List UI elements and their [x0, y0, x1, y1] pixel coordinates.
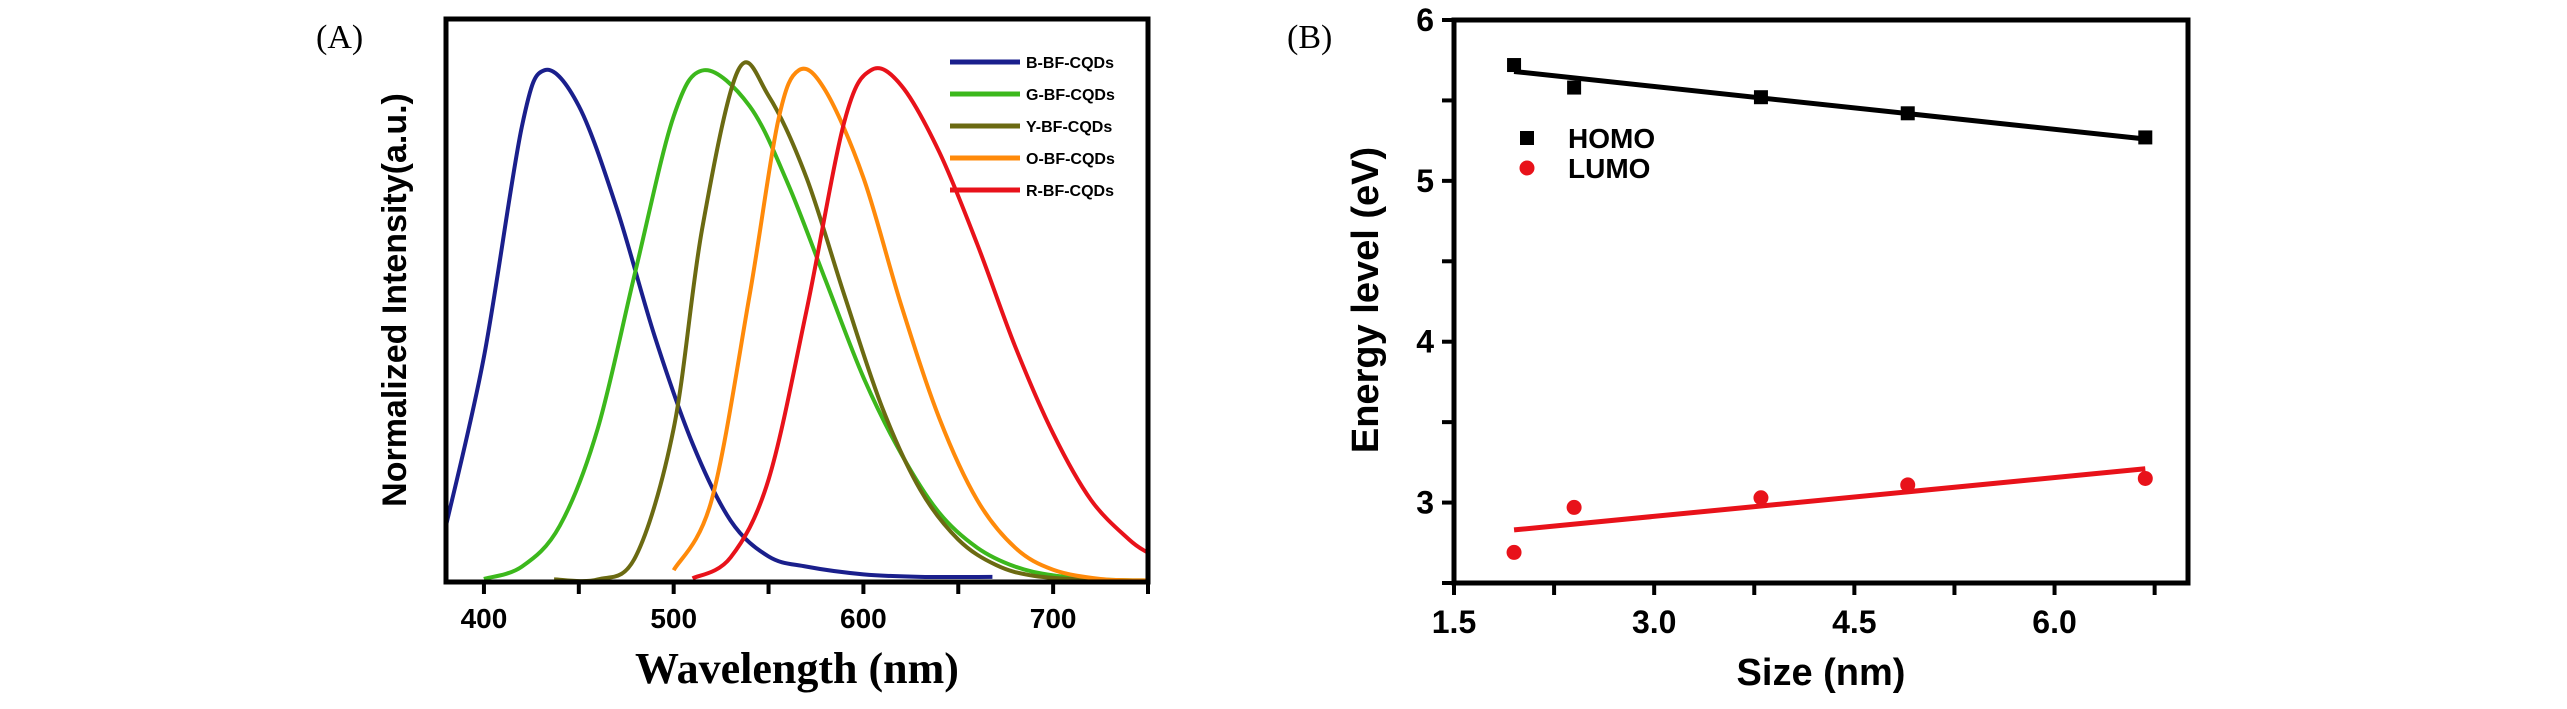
y-tick-label: 5	[1416, 163, 1434, 199]
legend-label: B-BF-CQDs	[1026, 55, 1114, 72]
data-point-lumo	[1506, 544, 1522, 560]
data-point-lumo	[1753, 490, 1769, 506]
legend-item-g-bf-cqds: G-BF-CQDs	[950, 87, 1115, 104]
y-tick-label: 3	[1416, 485, 1434, 521]
panel-a-x-axis-label: Wavelength (nm)	[635, 644, 959, 693]
panel-b-plot-frame	[1451, 17, 2191, 586]
panel-a-spectra-chart: (A) 400 500 600 700 B-BF-CQDs G-BF-CQDs Y-BF-…	[316, 16, 1151, 693]
panel-a-y-axis-label: Normalized Intensity(a.u.)	[376, 93, 414, 507]
legend-item-o-bf-cqds: O-BF-CQDs	[950, 151, 1115, 168]
series-line-r-bf-cqds	[691, 66, 1150, 581]
legend-label: O-BF-CQDs	[1026, 151, 1115, 168]
panel-a-legend: B-BF-CQDs G-BF-CQDs Y-BF-CQDs O-BF-CQDs R-BF…	[950, 55, 1115, 200]
data-point-homo	[1900, 106, 1915, 121]
data-point-homo	[1753, 90, 1768, 105]
legend-label: HOMO	[1568, 123, 1655, 154]
legend-label: G-BF-CQDs	[1026, 87, 1115, 104]
y-tick-label: 6	[1416, 2, 1434, 38]
panel-a-series-lines	[444, 60, 1150, 584]
panel-b-ticks: 1.5 3.0 4.5 6.0 3 4 5 6	[1416, 2, 2157, 640]
panel-b-x-axis-label: Size (nm)	[1737, 652, 1906, 694]
legend-item-r-bf-cqds: R-BF-CQDs	[950, 183, 1114, 200]
x-tick-label: 600	[840, 603, 887, 634]
series-line-y-bf-cqds	[554, 60, 1149, 584]
panel-a-label: (A)	[316, 19, 363, 56]
legend-item-y-bf-cqds: Y-BF-CQDs	[950, 119, 1112, 136]
legend-item-homo: HOMO	[1520, 123, 1655, 154]
legend-label: R-BF-CQDs	[1026, 183, 1114, 200]
panel-a-x-ticks: 400 500 600 700	[461, 582, 1150, 634]
data-point-lumo	[2137, 470, 2153, 486]
series-line-g-bf-cqds	[483, 68, 1149, 583]
series-homo	[1507, 58, 2153, 145]
panel-a-plot-frame	[443, 16, 1151, 585]
legend-item-lumo: LUMO	[1519, 153, 1650, 184]
x-tick-label: 1.5	[1432, 604, 1476, 640]
legend-label: Y-BF-CQDs	[1026, 119, 1112, 136]
panel-b-y-axis-label: Energy level (eV)	[1345, 147, 1387, 453]
x-tick-label: 6.0	[2032, 604, 2076, 640]
legend-circle-marker-icon	[1519, 160, 1535, 176]
legend-label: LUMO	[1568, 153, 1650, 184]
x-tick-label: 500	[650, 603, 697, 634]
legend-square-marker-icon	[1520, 131, 1534, 145]
fit-line-lumo	[1513, 466, 2146, 533]
x-tick-label: 3.0	[1632, 604, 1676, 640]
series-lumo	[1506, 466, 2153, 560]
fit-line-homo	[1513, 68, 2146, 142]
panel-b-label: (B)	[1287, 19, 1332, 56]
y-tick-label: 4	[1416, 324, 1434, 360]
data-point-lumo	[1900, 477, 1916, 493]
panel-b-series	[1506, 58, 2153, 560]
x-tick-label: 400	[461, 603, 508, 634]
series-line-o-bf-cqds	[671, 66, 1149, 583]
data-point-homo	[2138, 130, 2153, 145]
legend-item-b-bf-cqds: B-BF-CQDs	[950, 55, 1114, 72]
x-tick-label: 4.5	[1832, 604, 1876, 640]
x-tick-label: 700	[1030, 603, 1077, 634]
series-line-b-bf-cqds	[444, 67, 993, 580]
data-point-homo	[1507, 58, 1522, 73]
data-point-lumo	[1566, 499, 1582, 515]
data-point-homo	[1567, 80, 1582, 95]
